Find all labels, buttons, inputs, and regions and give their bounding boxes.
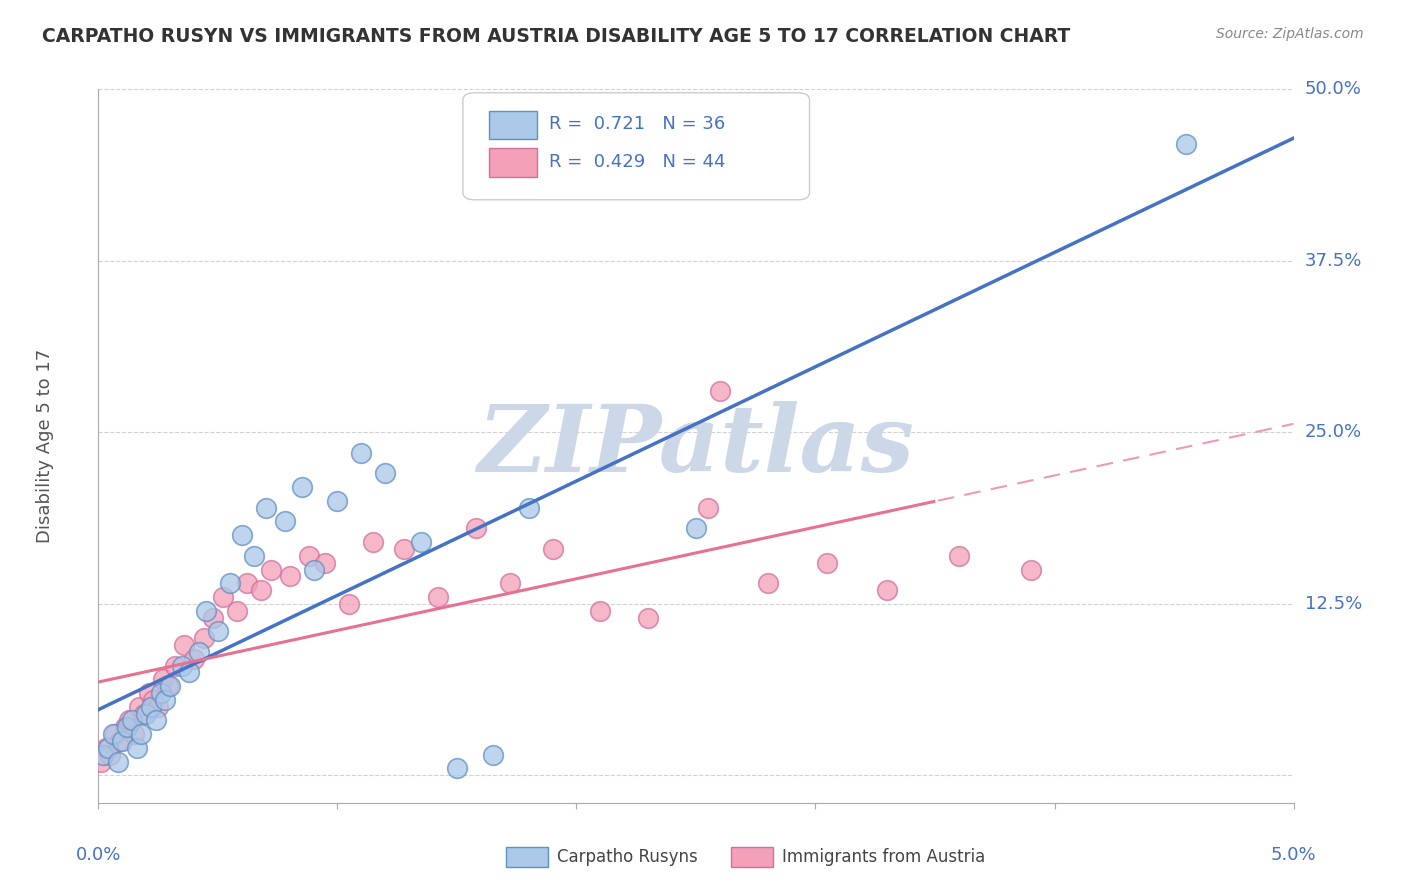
Text: 25.0%: 25.0% [1305,424,1362,442]
Point [1019,562,1042,576]
Point [97,740,120,755]
Point [278,569,301,583]
Point [94,740,117,755]
Point [374,467,396,481]
Point [179,665,201,680]
Point [121,714,143,728]
Point [298,549,321,563]
Point [115,720,138,734]
Point [498,576,520,591]
Text: 5.0%: 5.0% [1271,846,1316,863]
Point [187,645,209,659]
Point [90,755,112,769]
Point [709,384,731,398]
Point [314,556,337,570]
Point [207,624,229,639]
Point [118,714,141,728]
Point [132,706,155,721]
Point [128,699,150,714]
Text: Source: ZipAtlas.com: Source: ZipAtlas.com [1216,27,1364,41]
Text: Disability Age 5 to 17: Disability Age 5 to 17 [35,349,53,543]
Point [194,604,218,618]
Point [226,604,249,618]
Point [948,549,970,563]
Point [202,610,225,624]
Point [302,562,325,576]
Text: 0.0%: 0.0% [76,846,121,863]
Point [243,549,266,563]
Point [326,494,349,508]
Point [163,658,186,673]
Point [1175,137,1198,152]
Point [361,535,384,549]
Text: 12.5%: 12.5% [1305,595,1362,613]
Bar [489,148,537,177]
Point [145,714,167,728]
Point [290,480,312,494]
Text: Carpatho Rusyns: Carpatho Rusyns [557,848,697,866]
Point [259,562,281,576]
Point [139,699,162,714]
Point [756,576,779,591]
Point [114,720,136,734]
Point [231,528,253,542]
Point [155,693,177,707]
Point [637,610,659,624]
Text: R =  0.429   N = 44: R = 0.429 N = 44 [548,153,725,171]
Point [876,583,898,598]
Point [149,686,172,700]
Point [104,727,127,741]
Text: CARPATHO RUSYN VS IMMIGRANTS FROM AUSTRIA DISABILITY AGE 5 TO 17 CORRELATION CHA: CARPATHO RUSYN VS IMMIGRANTS FROM AUSTRI… [42,27,1070,45]
Point [589,604,612,618]
Point [481,747,503,762]
Point [541,541,564,556]
Point [219,576,242,591]
Point [254,500,277,515]
Point [517,500,540,515]
Point [685,521,707,535]
Point [135,706,157,721]
Point [138,686,160,700]
Point [696,500,718,515]
Point [91,747,114,762]
Point [173,638,195,652]
Point [159,679,181,693]
Point [131,727,153,741]
Point [250,583,273,598]
Point [124,727,146,741]
Point [235,576,257,591]
Text: R =  0.721   N = 36: R = 0.721 N = 36 [548,115,725,133]
Point [426,590,449,604]
Point [152,673,174,687]
FancyBboxPatch shape [463,93,810,200]
Text: Immigrants from Austria: Immigrants from Austria [782,848,986,866]
Point [411,535,433,549]
Point [183,651,205,665]
Point [274,515,297,529]
Bar [489,111,537,139]
Point [350,446,373,460]
Point [111,734,134,748]
Point [446,762,468,776]
Point [107,755,129,769]
Point [142,693,165,707]
Point [465,521,488,535]
Point [156,679,179,693]
Point [148,699,170,714]
Text: 50.0%: 50.0% [1305,80,1361,98]
Point [101,727,124,741]
Point [125,740,148,755]
Point [108,734,131,748]
Point [172,658,194,673]
Text: 37.5%: 37.5% [1305,252,1362,269]
Point [211,590,233,604]
Point [339,597,360,611]
Point [98,747,122,762]
Point [394,541,416,556]
Point [193,631,215,645]
Text: ZIPatlas: ZIPatlas [478,401,914,491]
Point [815,556,838,570]
